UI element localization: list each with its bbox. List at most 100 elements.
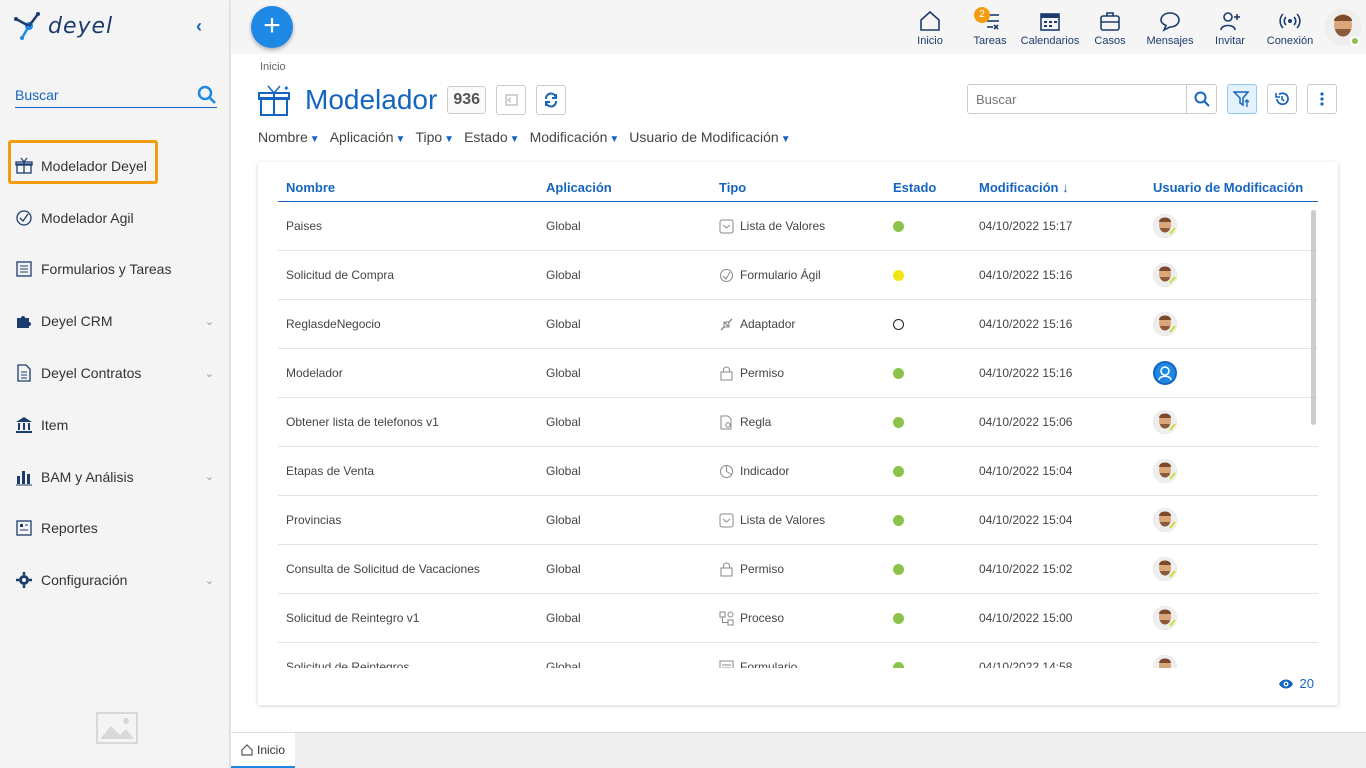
tipo-label: Permiso: [740, 562, 785, 576]
search-icon[interactable]: [197, 85, 217, 105]
user-avatar[interactable]: [1153, 557, 1177, 581]
header-usuario[interactable]: Usuario de Modificación: [1153, 180, 1304, 195]
filter-tipo[interactable]: Tipo ▼: [415, 129, 454, 145]
table-row[interactable]: Solicitud de Compra Global Formulario Ágil…: [278, 251, 1318, 300]
topbar: + Inicio 2 Tareas Calendarios Casos Mens…: [231, 0, 1366, 54]
cell-aplicacion: Global: [546, 219, 581, 233]
cell-modificacion: 04/10/2022 15:16: [979, 317, 1073, 331]
header-modificacion[interactable]: Modificación ↓: [971, 180, 1145, 201]
tab-inicio[interactable]: Inicio: [231, 733, 295, 768]
filter-button[interactable]: [1227, 84, 1257, 114]
cell-nombre[interactable]: Modelador: [286, 366, 343, 380]
search-button[interactable]: [1187, 84, 1217, 114]
status-dot: [893, 318, 904, 330]
user-avatar[interactable]: [1153, 508, 1177, 532]
filter-aplicacion[interactable]: Aplicación ▼: [330, 129, 406, 145]
table-row[interactable]: Solicitud de Reintegros Global Formulario 0…: [278, 643, 1318, 668]
sidebar-item-deyel-contratos[interactable]: Deyel Contratos ⌄: [0, 347, 230, 399]
topbar-tareas[interactable]: 2 Tareas: [960, 0, 1020, 54]
search-input[interactable]: [967, 84, 1187, 114]
puzzle-icon: [15, 312, 33, 330]
cell-nombre[interactable]: Provincias: [286, 513, 342, 527]
topbar-mensajes[interactable]: Mensajes: [1140, 0, 1200, 54]
cell-nombre[interactable]: ReglasdeNegocio: [286, 317, 381, 331]
user-avatar[interactable]: [1153, 410, 1177, 434]
header-tipo[interactable]: Tipo: [719, 180, 747, 195]
user-avatar[interactable]: [1153, 606, 1177, 630]
sidebar-search-input[interactable]: [15, 86, 185, 103]
sidebar-item-deyel-crm[interactable]: Deyel CRM ⌄: [0, 295, 230, 347]
table-row[interactable]: Obtener lista de telefonos v1 Global Regla…: [278, 398, 1318, 447]
topbar-invitar[interactable]: Invitar: [1200, 0, 1260, 54]
cell-tipo: Indicador: [711, 464, 885, 479]
filter-usuario-modificacion[interactable]: Usuario de Modificación ▼: [629, 129, 790, 145]
back-icon: [505, 94, 518, 106]
history-button[interactable]: [1267, 84, 1297, 114]
tipo-label: Proceso: [740, 611, 785, 625]
user-avatar[interactable]: [1153, 214, 1177, 238]
table-row[interactable]: Modelador Global Permiso 04/10/2022 15:16: [278, 349, 1318, 398]
header-estado[interactable]: Estado: [893, 180, 937, 195]
back-button[interactable]: [496, 85, 527, 115]
cell-estado: [885, 269, 971, 281]
topbar-calendarios[interactable]: Calendarios: [1020, 0, 1080, 54]
cell-nombre[interactable]: Paises: [286, 219, 323, 233]
sidebar-item-modelador-agil[interactable]: Modelador Agil: [0, 192, 230, 244]
user-avatar[interactable]: [1153, 655, 1177, 668]
table-row[interactable]: Etapas de Venta Global Indicador 04/10/2022…: [278, 447, 1318, 496]
chevron-down-icon[interactable]: ⌄: [204, 315, 214, 328]
cell-estado: [885, 612, 971, 624]
filter-modificacion[interactable]: Modificación ▼: [530, 129, 620, 145]
more-options-button[interactable]: [1307, 84, 1337, 114]
filter-estado[interactable]: Estado ▼: [464, 129, 520, 145]
sidebar-item-label: Modelador Agil: [41, 209, 134, 226]
refresh-button[interactable]: [536, 85, 567, 115]
table-row[interactable]: ReglasdeNegocio Global Adaptador 04/10/2022…: [278, 300, 1318, 349]
cell-estado: [885, 661, 971, 668]
cell-aplicacion: Global: [546, 513, 581, 527]
add-button[interactable]: +: [251, 6, 293, 48]
home-icon: [241, 743, 253, 756]
chevron-down-icon[interactable]: ⌄: [204, 471, 214, 484]
chevron-down-icon[interactable]: ⌄: [204, 574, 214, 587]
header-nombre[interactable]: Nombre: [286, 180, 336, 195]
topbar-inicio[interactable]: Inicio: [900, 0, 960, 54]
cell-nombre[interactable]: Solicitud de Reintegro v1: [286, 611, 420, 625]
cell-nombre[interactable]: Solicitud de Reintegros: [286, 660, 410, 668]
sidebar-item-modelador-deyel[interactable]: Modelador Deyel: [0, 140, 230, 192]
cell-usuario: [1145, 655, 1318, 668]
sidebar: deyel ‹ Modelador Deyel Modelador Agil F…: [0, 0, 230, 768]
cell-nombre[interactable]: Etapas de Venta: [286, 464, 375, 478]
cell-estado: [885, 514, 971, 526]
user-avatar[interactable]: [1153, 361, 1177, 385]
user-avatar[interactable]: [1153, 312, 1177, 336]
user-avatar[interactable]: [1320, 0, 1366, 54]
sidebar-item-bam-analisis[interactable]: BAM y Análisis ⌄: [0, 451, 230, 503]
breadcrumb[interactable]: Inicio: [260, 61, 286, 73]
scrollbar[interactable]: [1311, 210, 1316, 425]
cell-nombre[interactable]: Consulta de Solicitud de Vacaciones: [286, 562, 480, 576]
table-row[interactable]: Provincias Global Lista de Valores 04/10/20…: [278, 496, 1318, 545]
list-values-icon: [719, 513, 734, 527]
chevron-down-icon: ▼: [444, 134, 455, 145]
sidebar-item-configuracion[interactable]: Configuración ⌄: [0, 554, 230, 606]
sidebar-item-reportes[interactable]: Reportes: [0, 503, 230, 555]
list-values-icon: [719, 219, 734, 233]
table-row[interactable]: Paises Global Lista de Valores 04/10/2022 1…: [278, 202, 1318, 251]
table-row[interactable]: Solicitud de Reintegro v1 Global Proceso 04…: [278, 594, 1318, 643]
user-avatar[interactable]: [1153, 263, 1177, 287]
table-row[interactable]: Consulta de Solicitud de Vacaciones Globa…: [278, 545, 1318, 594]
collapse-sidebar-button[interactable]: ‹: [196, 16, 202, 36]
header-aplicacion[interactable]: Aplicación: [546, 180, 612, 195]
topbar-casos[interactable]: Casos: [1080, 0, 1140, 54]
topbar-conexion[interactable]: Conexión: [1260, 0, 1320, 54]
user-avatar[interactable]: [1153, 459, 1177, 483]
cell-nombre[interactable]: Obtener lista de telefonos v1: [286, 415, 439, 429]
deyel-logo[interactable]: deyel: [14, 8, 113, 44]
cell-nombre[interactable]: Solicitud de Compra: [286, 268, 395, 282]
page-size-control[interactable]: 20: [1278, 676, 1314, 691]
chevron-down-icon[interactable]: ⌄: [204, 367, 214, 380]
sidebar-item-item[interactable]: Item: [0, 399, 230, 451]
filter-nombre[interactable]: Nombre ▼: [258, 129, 320, 145]
sidebar-item-formularios-tareas[interactable]: Formularios y Tareas: [0, 244, 230, 296]
